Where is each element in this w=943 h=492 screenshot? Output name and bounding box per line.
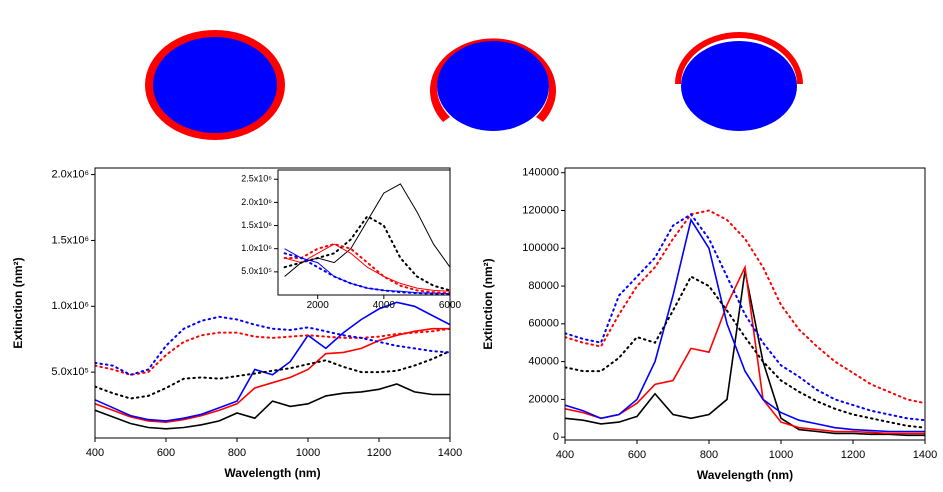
x-axis-title: Wavelength (nm) xyxy=(697,468,793,482)
plot-frame xyxy=(277,169,451,296)
y-tick-label: 2.0x10⁶ xyxy=(51,168,89,180)
series-line xyxy=(565,212,925,422)
y-axis-title: Extinction (nm²) xyxy=(481,258,495,349)
x-tick-label: 800 xyxy=(228,447,246,459)
series-line xyxy=(565,275,925,429)
y-tick-label: 1.5x10⁶ xyxy=(51,234,89,246)
x-tick-label: 1000 xyxy=(296,447,320,459)
x-tick-label: 1400 xyxy=(913,449,937,461)
series-line xyxy=(283,214,450,292)
y-tick-label: 60000 xyxy=(528,318,559,330)
shape-full-shell xyxy=(145,30,285,140)
series-line xyxy=(283,252,450,295)
series-line xyxy=(95,315,450,376)
x-tick-label: 4000 xyxy=(373,300,396,311)
x-axis-title: Wavelength (nm) xyxy=(224,466,320,480)
y-tick-label: 80000 xyxy=(528,280,559,292)
plot: 400 600 800 1000 1200 1400 5.0x10⁵ 1.0x10⁶ 1.5x1… xyxy=(11,167,462,480)
series-line xyxy=(95,327,450,376)
series-line xyxy=(95,327,450,424)
series-line xyxy=(95,350,450,400)
x-tick-label: 2000 xyxy=(307,300,330,311)
x-tick-label: 1200 xyxy=(841,449,865,461)
y-tick-label: 2.0x10⁶ xyxy=(241,197,272,207)
y-tick-label: 2.5x10⁶ xyxy=(241,174,272,184)
y-axis-title: Extinction (nm²) xyxy=(11,257,25,348)
series-line xyxy=(565,217,925,433)
x-tick-label: 600 xyxy=(628,449,646,461)
plot-frame xyxy=(564,167,926,441)
plot-frame xyxy=(94,167,451,439)
x-tick-label: 800 xyxy=(700,449,718,461)
x-tick-label: 400 xyxy=(86,447,104,459)
series-line xyxy=(284,243,450,292)
x-tick-label: 6000 xyxy=(439,300,462,311)
series-line xyxy=(565,209,925,405)
x-tick-label: 400 xyxy=(556,449,574,461)
shape-half-shell xyxy=(675,32,803,131)
y-tick-label: 40000 xyxy=(528,356,559,368)
y-tick-label: 140000 xyxy=(522,167,559,179)
y-tick-label: 20000 xyxy=(528,393,559,405)
series-line xyxy=(95,383,450,430)
series-line xyxy=(95,301,450,422)
y-tick-label: 1.0x10⁶ xyxy=(51,300,89,312)
series-line xyxy=(283,243,450,295)
x-tick-label: 600 xyxy=(157,447,175,459)
plot: 2000 4000 6000 5.0x10⁵ 1.0x10⁶ 1.5x10⁶ 2.0x10⁶… xyxy=(241,169,462,311)
y-tick-label: 1.5x10⁶ xyxy=(241,220,272,230)
plot: 400 600 800 1000 1200 1400 0 20000 40000 60000 800… xyxy=(481,167,937,483)
x-tick-label: 1400 xyxy=(438,447,462,459)
x-tick-label: 1200 xyxy=(367,447,391,459)
inset-background xyxy=(278,170,450,295)
y-tick-label: 100000 xyxy=(522,242,559,254)
y-tick-label: 5.0x10⁵ xyxy=(51,366,89,378)
y-tick-label: 5.0x10⁵ xyxy=(241,266,272,276)
y-tick-label: 0 xyxy=(553,431,559,443)
y-tick-label: 120000 xyxy=(522,204,559,216)
series-line xyxy=(565,264,925,435)
shape-open-shell xyxy=(430,38,557,131)
x-tick-label: 1000 xyxy=(769,449,793,461)
y-tick-label: 1.0x10⁶ xyxy=(241,243,272,253)
